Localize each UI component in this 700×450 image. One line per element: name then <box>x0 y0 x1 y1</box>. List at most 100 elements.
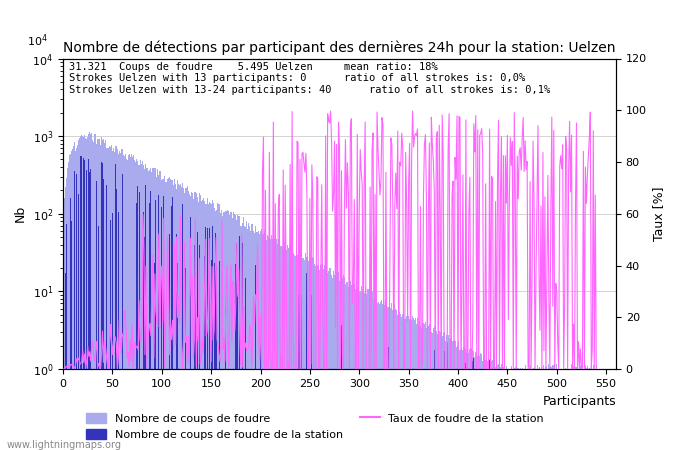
Bar <box>172 180 173 450</box>
Bar <box>103 179 104 450</box>
Bar <box>580 410 581 450</box>
Bar <box>185 268 186 450</box>
Bar <box>153 168 154 450</box>
Bar <box>581 366 582 450</box>
Bar <box>568 369 569 450</box>
Bar <box>204 204 206 450</box>
Bar <box>99 139 100 450</box>
Bar <box>78 140 79 450</box>
Bar <box>72 149 74 450</box>
Bar <box>595 369 596 450</box>
Bar <box>165 182 166 450</box>
Bar <box>404 319 405 450</box>
Bar <box>146 168 148 450</box>
Bar <box>318 266 319 450</box>
Bar <box>370 293 372 450</box>
Bar <box>77 145 78 450</box>
Bar <box>341 324 342 450</box>
Bar <box>251 224 252 450</box>
Bar <box>522 368 523 450</box>
Bar <box>572 372 573 450</box>
Bar <box>108 148 109 450</box>
Bar <box>220 208 221 450</box>
Bar <box>555 369 556 450</box>
Bar <box>484 363 485 450</box>
Bar <box>166 182 167 450</box>
Bar <box>307 256 309 450</box>
Bar <box>190 217 191 450</box>
Bar <box>461 380 463 450</box>
Bar <box>116 145 117 450</box>
Bar <box>95 134 96 450</box>
Bar <box>434 326 435 450</box>
Bar <box>398 309 399 450</box>
Bar <box>174 179 175 450</box>
Bar <box>542 369 543 450</box>
Bar <box>71 220 72 450</box>
Bar <box>170 179 171 450</box>
Bar <box>216 203 218 450</box>
Bar <box>304 260 305 450</box>
Bar <box>440 332 441 450</box>
Bar <box>206 198 208 450</box>
Bar <box>368 288 369 450</box>
Bar <box>211 200 213 450</box>
Bar <box>573 366 574 450</box>
Bar <box>168 178 169 450</box>
Bar <box>528 368 530 450</box>
Bar <box>396 310 398 450</box>
Bar <box>342 278 343 450</box>
Bar <box>189 194 190 450</box>
Bar <box>475 371 476 450</box>
Bar <box>262 234 263 450</box>
Bar <box>76 148 77 450</box>
Bar <box>180 184 181 450</box>
Bar <box>235 264 237 450</box>
Bar <box>160 171 161 450</box>
Bar <box>80 136 81 450</box>
Bar <box>298 277 300 450</box>
Bar <box>402 314 403 450</box>
Bar <box>349 281 350 450</box>
Bar <box>487 361 488 450</box>
Bar <box>209 203 211 450</box>
Bar <box>141 160 143 450</box>
Bar <box>201 202 202 450</box>
Bar <box>510 369 511 450</box>
Bar <box>211 225 213 450</box>
Bar <box>71 151 72 450</box>
Bar <box>64 198 66 450</box>
Bar <box>300 252 302 450</box>
Bar <box>468 353 470 450</box>
Bar <box>507 369 508 450</box>
Bar <box>276 244 278 450</box>
Bar <box>556 364 557 450</box>
Bar <box>110 147 111 450</box>
Bar <box>433 328 434 450</box>
Bar <box>438 337 439 450</box>
Bar <box>92 140 93 450</box>
Bar <box>339 280 340 450</box>
Bar <box>547 369 548 450</box>
Bar <box>449 405 451 450</box>
Bar <box>337 295 338 450</box>
Bar <box>244 226 245 450</box>
Bar <box>267 235 268 450</box>
Bar <box>257 233 258 450</box>
Bar <box>158 176 160 450</box>
Bar <box>550 416 552 450</box>
Bar <box>399 312 400 450</box>
Bar <box>136 186 138 450</box>
Bar <box>177 263 178 450</box>
Bar <box>565 368 566 450</box>
Bar <box>85 138 86 450</box>
Bar <box>521 369 522 450</box>
Bar <box>111 145 112 450</box>
Bar <box>590 369 591 450</box>
Bar <box>578 369 579 450</box>
Bar <box>256 232 257 450</box>
Bar <box>214 207 215 450</box>
Bar <box>260 231 261 450</box>
Bar <box>591 379 592 450</box>
Bar <box>374 298 375 450</box>
